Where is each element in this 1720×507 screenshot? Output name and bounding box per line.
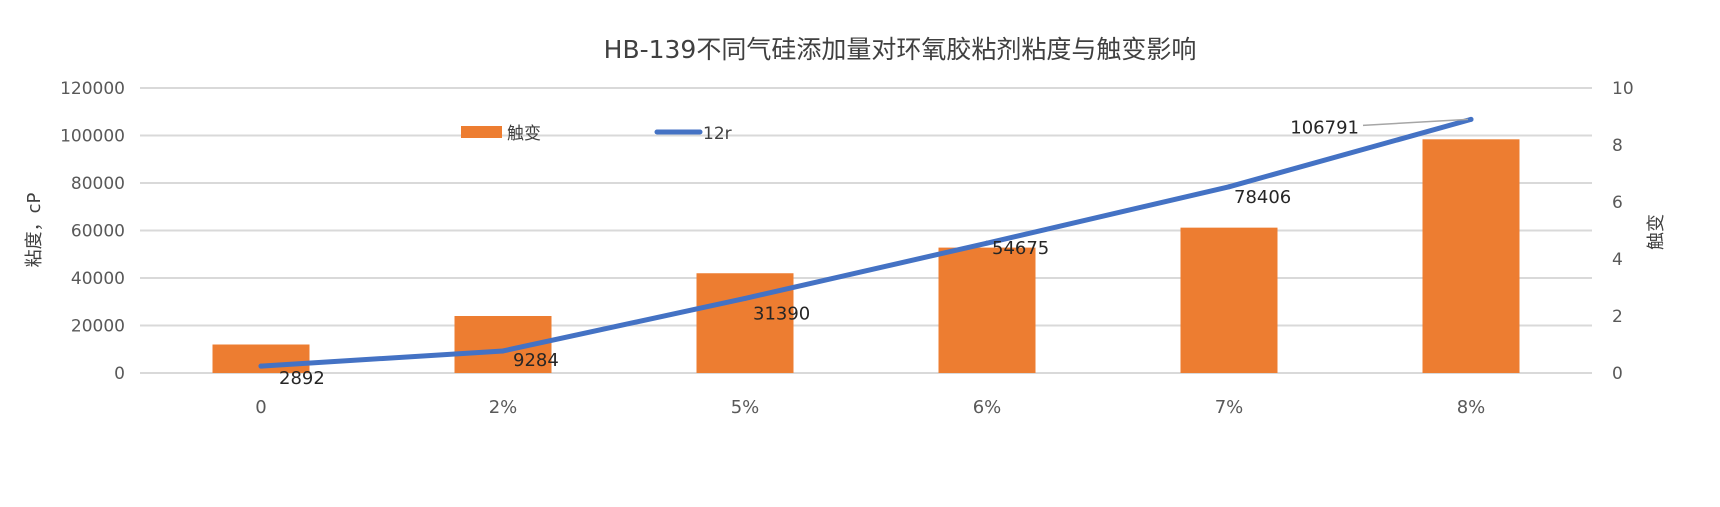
x-tick-label: 2% [489, 397, 518, 418]
y-right-tick-label: 4 [1612, 250, 1623, 270]
y-right-tick-label: 0 [1612, 364, 1623, 384]
data-label-leader [1362, 118, 1469, 127]
legend: 触变 12r [461, 124, 732, 144]
chart-title: HB-139不同气硅添加量对环氧胶粘剂粘度与触变影响 [604, 35, 1197, 64]
data-label: 31390 [753, 303, 810, 324]
data-label: 78406 [1234, 187, 1291, 208]
data-label: 54675 [992, 238, 1049, 259]
bar [1422, 139, 1520, 373]
line-point [500, 348, 506, 354]
data-label: 106791 [1290, 117, 1359, 138]
y-left-tick-label: 60000 [71, 222, 125, 242]
line-point [742, 295, 748, 301]
x-tick-label: 5% [731, 397, 760, 418]
y-left-tick-label: 100000 [60, 127, 125, 147]
y-left-tick-label: 0 [114, 364, 125, 384]
line-point [258, 363, 264, 369]
bar [1180, 227, 1278, 373]
y-left-tick-label: 120000 [60, 79, 125, 99]
y-right-tick-label: 6 [1612, 193, 1623, 213]
y-left-axis-title: 粘度，cP [24, 192, 45, 267]
y-right-tick-label: 2 [1612, 307, 1623, 327]
line-point [1226, 184, 1232, 190]
y-right-tick-label: 8 [1612, 136, 1623, 156]
y-left-tick-label: 40000 [71, 269, 125, 289]
data-label: 2892 [279, 368, 325, 389]
x-tick-label: 0 [255, 397, 266, 418]
x-tick-label: 7% [1215, 397, 1244, 418]
line-point [984, 240, 990, 246]
y-right-axis-title: 触变 [1646, 214, 1667, 250]
line-point [1468, 116, 1474, 122]
y-right-tick-label: 10 [1612, 79, 1634, 99]
x-tick-label: 6% [973, 397, 1002, 418]
bar [938, 247, 1036, 373]
x-tick-label: 8% [1457, 397, 1486, 418]
data-label: 9284 [513, 350, 559, 371]
y-left-tick-label: 20000 [71, 317, 125, 337]
legend-label-bar: 触变 [507, 124, 541, 144]
legend-swatch-bar [461, 126, 502, 138]
legend-label-line: 12r [703, 124, 732, 144]
y-left-tick-label: 80000 [71, 174, 125, 194]
line-series [258, 116, 1474, 369]
